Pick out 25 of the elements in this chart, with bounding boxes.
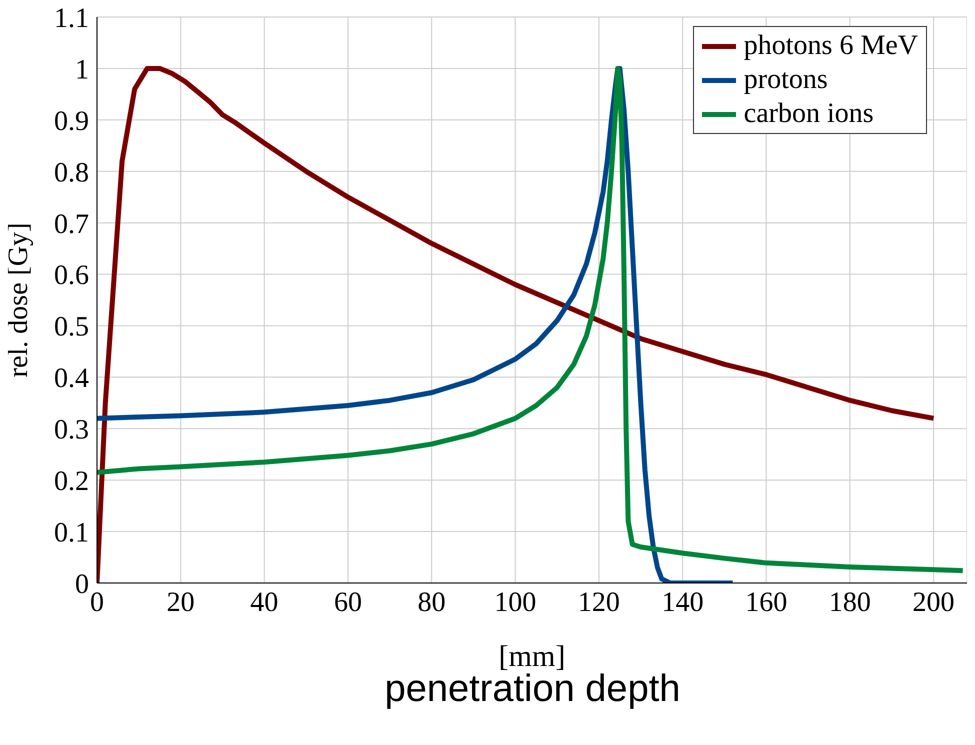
y-tick-label: 0.6 bbox=[54, 260, 89, 292]
y-tick-label: 0.8 bbox=[54, 157, 89, 188]
x-tick-label: 180 bbox=[828, 586, 871, 618]
y-tick-label: 0.5 bbox=[54, 312, 89, 343]
x-tick-label: 120 bbox=[578, 586, 620, 618]
y-tick-label: 0.7 bbox=[54, 208, 89, 240]
x-tick-label: 80 bbox=[418, 586, 446, 618]
legend-label: carbon ions bbox=[744, 97, 874, 131]
legend-label: photons 6 MeV bbox=[744, 29, 918, 63]
x-tick-label: 200 bbox=[912, 586, 955, 618]
y-tick-label: 0.3 bbox=[54, 414, 89, 446]
x-tick-label: 160 bbox=[745, 586, 788, 618]
x-tick-label: 60 bbox=[334, 586, 362, 618]
y-tick-label: 0.1 bbox=[54, 517, 89, 548]
y-tick-label: 0.2 bbox=[54, 466, 89, 498]
y-tick-label: 0.9 bbox=[54, 106, 89, 137]
x-tick-label: 40 bbox=[250, 586, 278, 618]
x-axis-title: [mm] bbox=[498, 640, 566, 673]
y-tick-label: 1.1 bbox=[54, 2, 89, 34]
y-tick-label: 1 bbox=[75, 54, 89, 86]
x-tick-label: 100 bbox=[494, 586, 536, 618]
y-tick-label: 0.4 bbox=[54, 363, 89, 394]
x-tick-label: 140 bbox=[662, 586, 704, 618]
legend-label: protons bbox=[744, 63, 828, 97]
x-tick-label: 20 bbox=[166, 586, 195, 618]
